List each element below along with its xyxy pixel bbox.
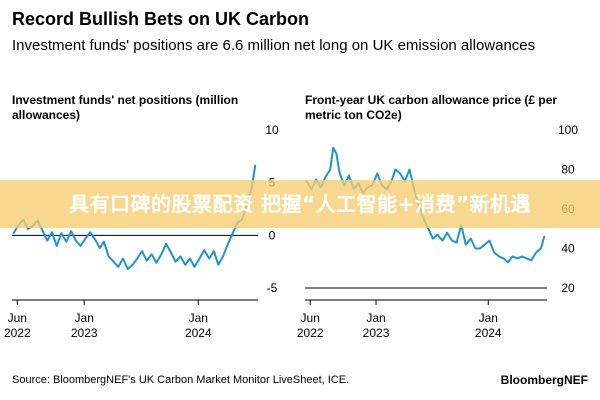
left-y-tick-label: 10 xyxy=(265,123,279,137)
chart-subtitle: Investment funds' positions are 6.6 mill… xyxy=(12,37,536,54)
overlay-banner: 具有口碑的股票配资 把握“人工智能+消费”新机遇 xyxy=(0,180,600,228)
right-y-tick-label: 80 xyxy=(561,163,575,177)
right-x-tick-label: 2024 xyxy=(475,326,502,340)
right-y-tick-label: 100 xyxy=(558,123,578,137)
right-x-tick-label: 2023 xyxy=(363,326,390,340)
left-x-tick-label: 2022 xyxy=(4,326,31,340)
right-panel-title: Front-year UK carbon allowance price (£ … xyxy=(305,93,558,122)
source-note: Source: BloombergNEF's UK Carbon Market … xyxy=(12,374,350,386)
left-x-tick-label: Jan xyxy=(189,311,208,325)
right-x-tick-label: Jun xyxy=(301,311,320,325)
brand-logo-text: BloombergNEF xyxy=(500,373,588,387)
left-x-tick-label: 2024 xyxy=(185,326,212,340)
chart-title: Record Bullish Bets on UK Carbon xyxy=(12,9,310,29)
right-y-tick-label: 20 xyxy=(561,281,575,295)
right-x-tick-label: Jan xyxy=(366,311,385,325)
left-y-tick-label: -5 xyxy=(267,281,278,295)
left-x-tick-label: Jan xyxy=(75,311,94,325)
left-series-line xyxy=(12,164,257,270)
right-x-tick-label: Jan xyxy=(479,311,498,325)
right-x-tick-label: 2022 xyxy=(297,326,324,340)
left-panel-title: Investment funds' net positions (million… xyxy=(12,93,239,122)
right-y-tick-label: 40 xyxy=(561,242,575,256)
left-x-tick-label: 2023 xyxy=(71,326,98,340)
left-x-tick-label: Jun xyxy=(8,311,27,325)
overlay-banner-text: 具有口碑的股票配资 把握“人工智能+消费”新机遇 xyxy=(68,192,531,216)
left-y-tick-label: 0 xyxy=(269,228,276,242)
